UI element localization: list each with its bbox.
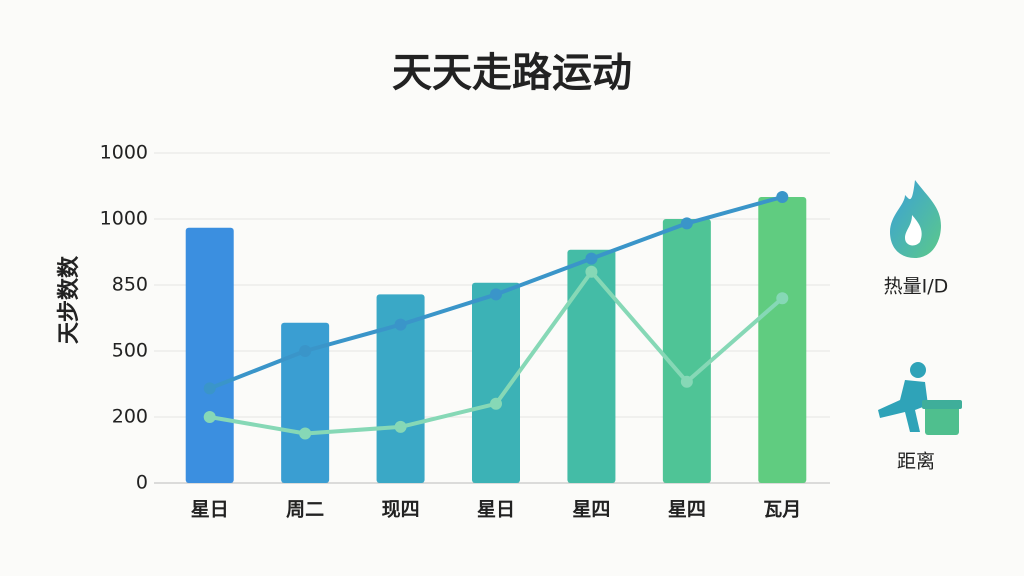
y-axis-label: 天步数数: [56, 255, 82, 344]
bar: [662, 219, 711, 483]
legend-label: 距离: [897, 451, 935, 473]
bar: [567, 249, 616, 483]
line-point: [299, 427, 312, 440]
bar: [185, 227, 234, 483]
line-point: [585, 265, 598, 278]
x-tick-label: 星日: [191, 499, 229, 521]
line-point: [776, 292, 789, 305]
x-tick-label: 星四: [572, 499, 610, 521]
y-tick-label: 0: [136, 472, 148, 494]
legend-icon-runner: [878, 362, 962, 435]
x-tick-label: 瓦月: [763, 499, 801, 521]
y-tick-label: 850: [112, 274, 148, 296]
y-tick-label: 1000: [100, 208, 148, 230]
bar: [758, 197, 807, 483]
line-point: [394, 420, 407, 433]
y-tick-label: 500: [112, 340, 148, 362]
line-point: [680, 375, 693, 388]
x-tick-label: 星四: [668, 499, 706, 521]
line-point: [203, 411, 216, 423]
chart-title: 天天走路运动: [392, 50, 632, 96]
line-point: [776, 191, 789, 203]
x-tick-label: 现四: [382, 499, 420, 521]
y-tick-label: 200: [112, 406, 148, 428]
bar: [472, 282, 520, 483]
bar: [376, 294, 425, 483]
line-point: [394, 318, 407, 331]
x-tick-label: 星日: [477, 499, 515, 521]
x-tick-label: 周二: [286, 499, 324, 521]
legend-label: 热量I/D: [884, 276, 949, 298]
y-tick-label: 1000: [100, 142, 148, 164]
line-point: [203, 382, 216, 395]
legend-icon-flame: [890, 180, 941, 258]
line-point: [299, 345, 312, 357]
bar: [281, 322, 330, 483]
line-point: [490, 288, 502, 301]
line-point: [680, 217, 693, 230]
line-point: [585, 252, 598, 265]
line-point: [490, 397, 502, 410]
